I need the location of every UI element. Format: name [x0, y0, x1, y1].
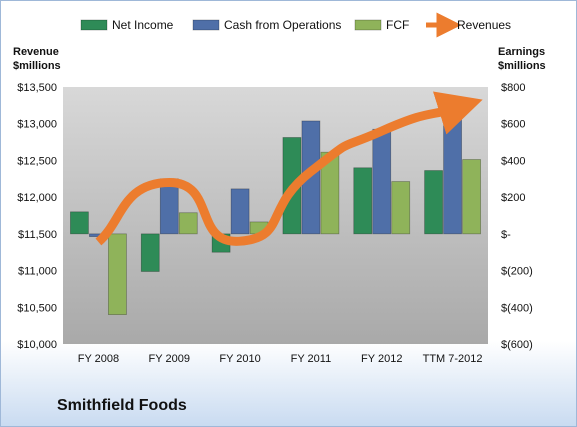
x-tick-label: FY 2012 — [361, 353, 402, 365]
x-tick-label: TTM 7-2012 — [423, 353, 483, 365]
left-axis-title-line2: $millions — [13, 60, 61, 72]
right-tick-label: $400 — [501, 155, 525, 167]
bar-net-income — [70, 211, 89, 235]
legend-label: Cash from Operations — [224, 18, 341, 32]
legend-label: FCF — [386, 18, 409, 32]
legend-label: Net Income — [112, 18, 174, 32]
right-tick-label: $(600) — [501, 339, 533, 351]
right-axis-title-line1: Earnings — [498, 46, 545, 58]
legend-swatch-cash-from-operations — [192, 19, 220, 31]
bar-fcf — [178, 212, 198, 235]
right-tick-label: $(400) — [501, 302, 533, 314]
x-tick-label: FY 2009 — [149, 353, 190, 365]
x-axis-labels: FY 2008 FY 2009 FY 2010 FY 2011 FY 2012 TTM 7… — [78, 353, 483, 365]
bar-net-income — [424, 170, 443, 235]
left-tick-label: $11,500 — [18, 229, 57, 241]
bar-net-income — [140, 233, 160, 272]
legend: Net Income Cash from Operations FCF Revenue… — [80, 12, 511, 38]
right-tick-label: $- — [501, 229, 511, 241]
x-tick-label: FY 2011 — [291, 353, 332, 365]
bar-fcf — [108, 233, 127, 315]
left-tick-label: $13,000 — [17, 119, 57, 131]
bar-cash-from-operations — [372, 128, 392, 235]
bar-fcf — [391, 181, 411, 235]
left-tick-label: $13,500 — [17, 82, 57, 94]
left-tick-label: $10,000 — [17, 339, 57, 351]
left-tick-label: $12,000 — [17, 192, 57, 204]
right-tick-label: $800 — [501, 82, 525, 94]
right-tick-label: $(200) — [501, 266, 533, 278]
left-axis-ticks: $13,500 $13,000 $12,500 $12,000 $11,500 $11,0… — [17, 82, 57, 351]
company-name: Smithfield Foods — [57, 397, 187, 414]
revenue-line-layer — [95, 91, 483, 246]
right-axis-title-line2: $millions — [498, 60, 546, 72]
bar-cash-from-operations — [443, 105, 462, 235]
revenue-line — [95, 91, 483, 246]
right-axis-ticks: $800 $600 $400 $200 $- $(200) $(400) $(600) — [501, 82, 533, 351]
bar-fcf — [462, 159, 481, 235]
x-tick-label: FY 2010 — [219, 353, 260, 365]
left-tick-label: $12,500 — [17, 155, 57, 167]
bar-net-income — [353, 167, 373, 235]
bar-cash-from-operations — [230, 188, 250, 235]
legend-swatch-fcf — [354, 19, 382, 31]
legend-label: Revenues — [457, 18, 511, 32]
left-tick-label: $11,000 — [18, 266, 57, 278]
right-tick-label: $600 — [501, 119, 525, 131]
bars — [70, 105, 481, 315]
x-tick-label: FY 2008 — [78, 353, 119, 365]
left-tick-label: $10,500 — [17, 302, 57, 314]
left-axis-title-line1: Revenue — [13, 46, 59, 58]
right-tick-label: $200 — [501, 192, 525, 204]
legend-swatch-net-income — [80, 19, 108, 31]
